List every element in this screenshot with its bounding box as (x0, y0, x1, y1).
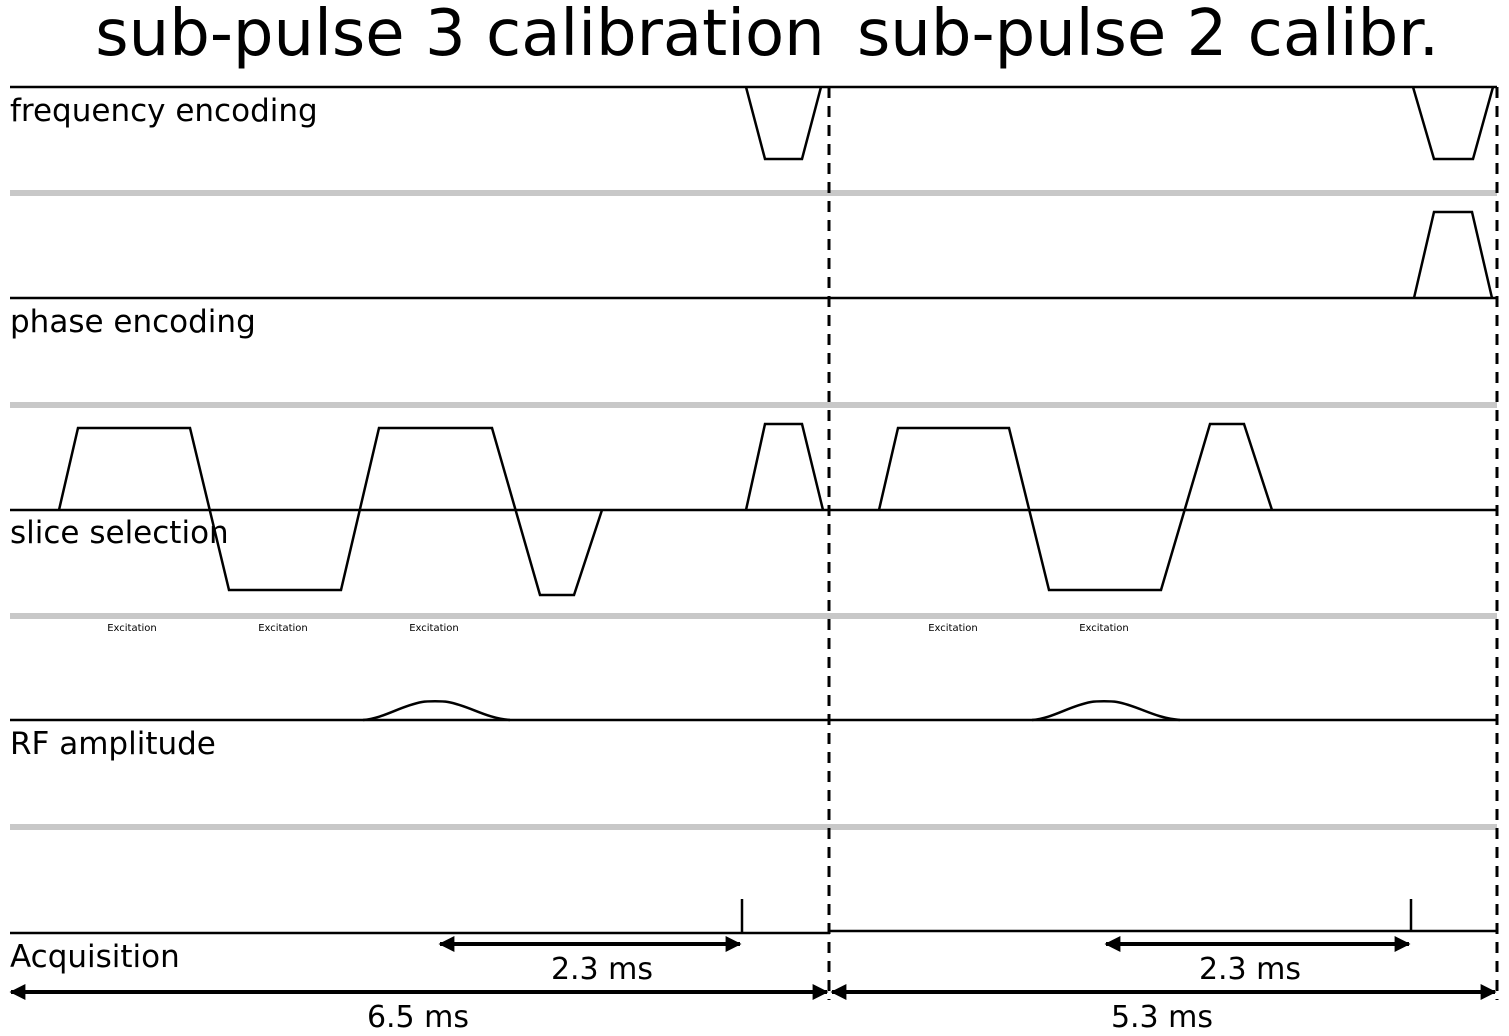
title-right: sub-pulse 2 calibr. (857, 0, 1439, 71)
slice-gradient-left-refocus (744, 422, 825, 511)
duration-label-left-short: 2.3 ms (551, 952, 653, 987)
rf-pulse-right (1031, 700, 1181, 722)
label-rf-amplitude: RF amplitude (10, 726, 216, 762)
excitation-label-2: Excitation (258, 623, 308, 634)
slice-gradient-right (877, 422, 1274, 592)
excitation-label-5: Excitation (1079, 623, 1129, 634)
excitation-label-4: Excitation (928, 623, 978, 634)
label-acquisition: Acquisition (10, 939, 180, 975)
frequency-gradient-right (1411, 86, 1495, 161)
frequency-gradient-left (744, 86, 823, 161)
title-left: sub-pulse 3 calibration (95, 0, 824, 71)
label-slice-selection: slice selection (10, 515, 229, 551)
label-frequency-encoding: frequency encoding (10, 93, 318, 129)
duration-label-left-total: 6.5 ms (367, 1000, 469, 1035)
label-phase-encoding: phase encoding (10, 304, 256, 340)
rf-pulse-left (362, 700, 511, 722)
slice-gradient-left (57, 426, 604, 597)
phase-gradient-right (1412, 210, 1494, 299)
excitation-label-3: Excitation (409, 623, 459, 634)
duration-label-right-total: 5.3 ms (1111, 1000, 1213, 1035)
excitation-label-1: Excitation (107, 623, 157, 634)
duration-label-right-short: 2.3 ms (1199, 952, 1301, 987)
